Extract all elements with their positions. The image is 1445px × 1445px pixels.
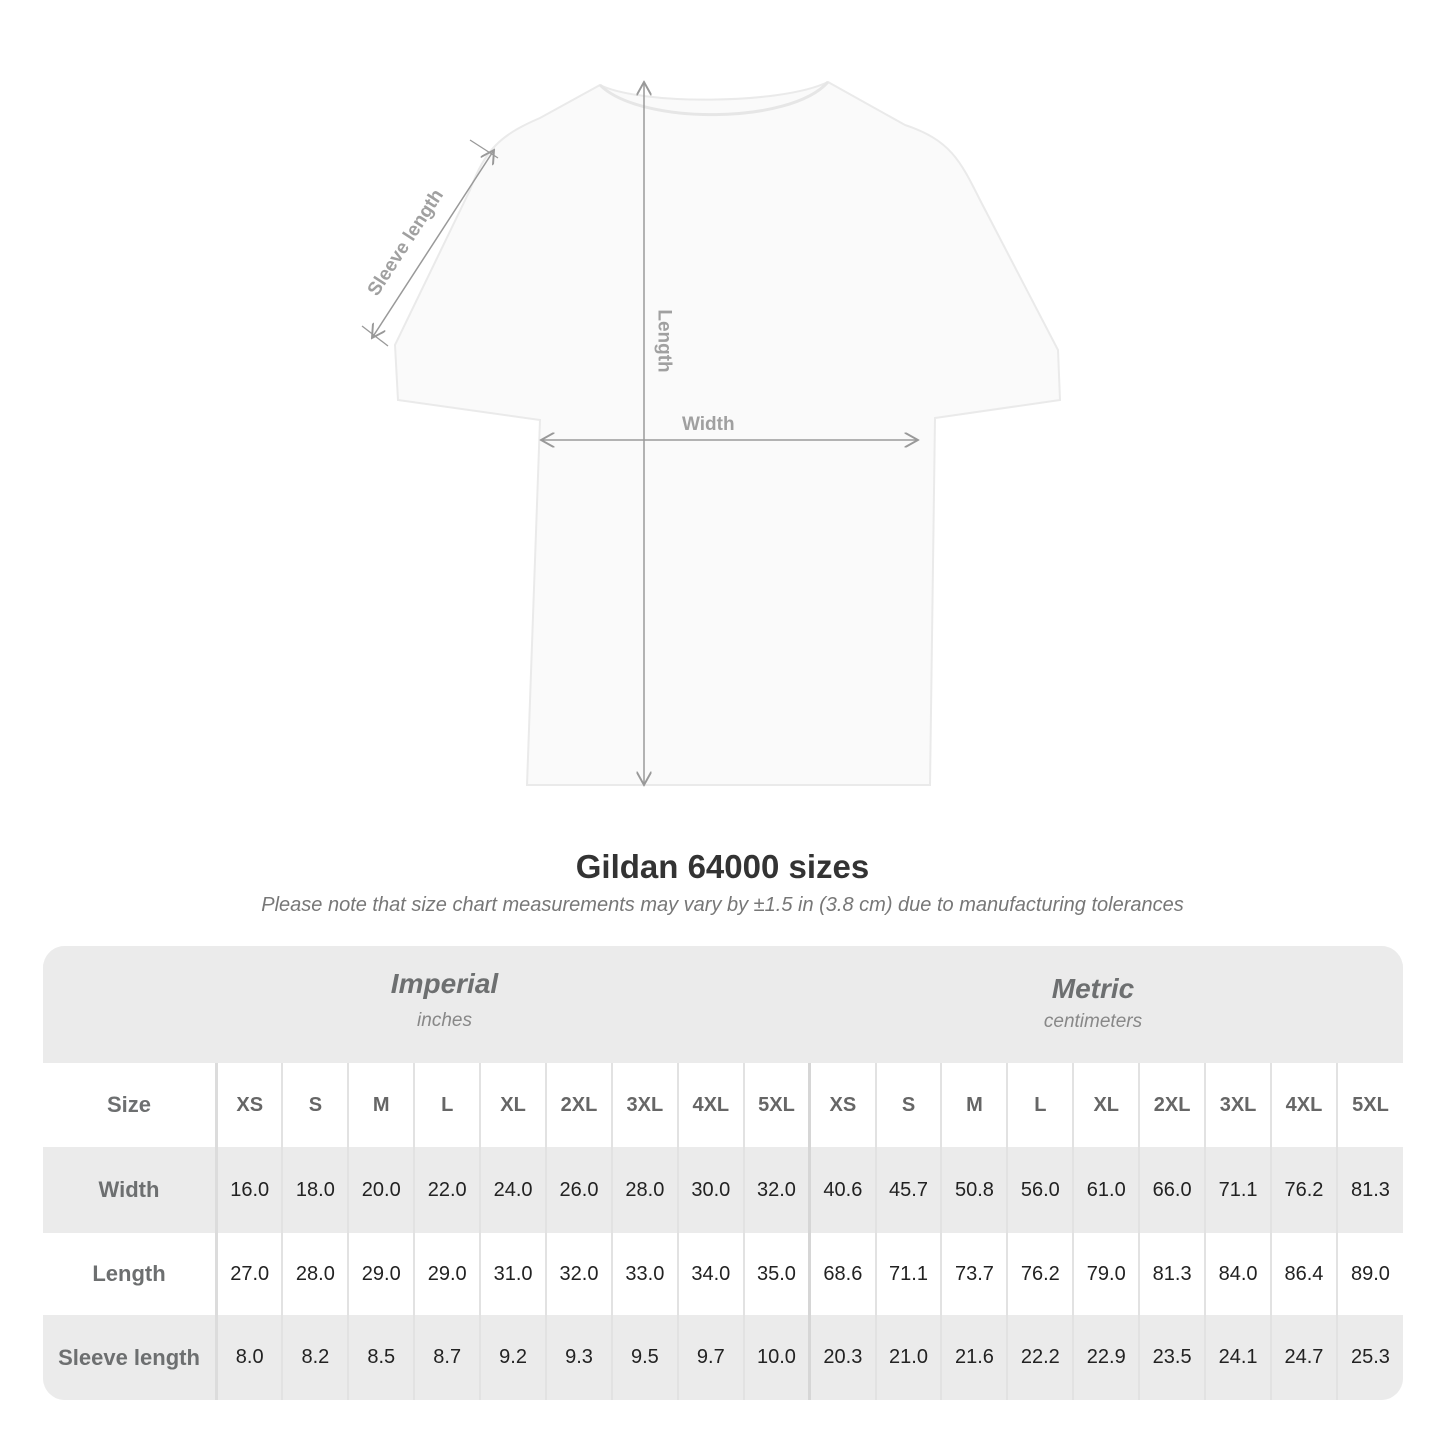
metric-cell: 84.0 bbox=[1204, 1233, 1271, 1315]
metric-cell: 23.5 bbox=[1138, 1315, 1206, 1400]
size-header-cell: S bbox=[281, 1063, 349, 1147]
imperial-cell: 31.0 bbox=[479, 1233, 547, 1315]
page-title: Gildan 64000 sizes bbox=[575, 848, 870, 885]
metric-cell: 40.6 bbox=[808, 1147, 876, 1233]
metric-cell: 61.0 bbox=[1072, 1147, 1140, 1233]
metric-cell: 56.0 bbox=[1006, 1147, 1074, 1233]
size-header-cell: M bbox=[347, 1063, 415, 1147]
imperial-title: Imperial bbox=[390, 968, 499, 999]
metric-cell: 50.8 bbox=[940, 1147, 1008, 1233]
size-header-cell: M bbox=[940, 1063, 1008, 1147]
metric-cell: 25.3 bbox=[1335, 1315, 1403, 1400]
size-header-cell: L bbox=[1006, 1063, 1074, 1147]
imperial-cell: 20.0 bbox=[347, 1147, 415, 1233]
metric-cell: 20.3 bbox=[808, 1315, 876, 1400]
metric-cell: 21.0 bbox=[874, 1315, 942, 1400]
imperial-cell: 10.0 bbox=[742, 1315, 810, 1400]
imperial-cell: 28.0 bbox=[281, 1233, 349, 1315]
metric-cell: 81.3 bbox=[1138, 1233, 1206, 1315]
metric-header: Metric centimeters bbox=[809, 973, 1377, 1033]
metric-cell: 66.0 bbox=[1138, 1147, 1206, 1233]
imperial-cell: 9.7 bbox=[676, 1315, 744, 1400]
imperial-cell: 32.0 bbox=[742, 1147, 810, 1233]
imperial-cell: 35.0 bbox=[742, 1233, 810, 1315]
imperial-cell: 34.0 bbox=[676, 1233, 744, 1315]
size-header-cell: XL bbox=[479, 1063, 547, 1147]
imperial-cell: 18.0 bbox=[281, 1147, 349, 1233]
size-header-cell: 3XL bbox=[610, 1063, 678, 1147]
imperial-cell: 27.0 bbox=[215, 1233, 283, 1315]
metric-cell: 22.2 bbox=[1006, 1315, 1074, 1400]
imperial-cell: 29.0 bbox=[413, 1233, 481, 1315]
size-header-cell: 5XL bbox=[1335, 1063, 1403, 1147]
metric-cell: 89.0 bbox=[1335, 1233, 1403, 1315]
row-label: Width bbox=[43, 1147, 218, 1233]
size-header-row: Size XS S M L XL 2XL 3XL 4XL 5XL XS S M L XL 2XL 3XL 4XL 5… bbox=[43, 1063, 1403, 1147]
metric-cell: 22.9 bbox=[1072, 1315, 1140, 1400]
imperial-cell: 8.7 bbox=[413, 1315, 481, 1400]
metric-cell: 71.1 bbox=[1204, 1147, 1271, 1233]
imperial-cell: 28.0 bbox=[610, 1147, 678, 1233]
metric-cell: 45.7 bbox=[874, 1147, 942, 1233]
imperial-cell: 22.0 bbox=[413, 1147, 481, 1233]
size-header-cell: L bbox=[413, 1063, 481, 1147]
size-header-cell: S bbox=[874, 1063, 942, 1147]
metric-cell: 68.6 bbox=[808, 1233, 876, 1315]
table-row: Width 16.0 18.0 20.0 22.0 24.0 26.0 28.0 30.0 32.… bbox=[43, 1147, 1403, 1233]
table-row: Length 27.0 28.0 29.0 29.0 31.0 32.0 33.0 34.0 35… bbox=[43, 1233, 1403, 1315]
imperial-cell: 9.5 bbox=[610, 1315, 678, 1400]
unit-header-band bbox=[43, 946, 1403, 1063]
size-header-cell: XL bbox=[1072, 1063, 1140, 1147]
imperial-cell: 8.0 bbox=[215, 1315, 283, 1400]
metric-unit: centimeters bbox=[1043, 1011, 1143, 1032]
imperial-unit: inches bbox=[417, 1010, 472, 1031]
metric-cell: 73.7 bbox=[940, 1233, 1008, 1315]
imperial-cell: 24.0 bbox=[479, 1147, 547, 1233]
imperial-cell: 8.5 bbox=[347, 1315, 415, 1400]
size-grid: Size XS S M L XL 2XL 3XL 4XL 5XL XS S M L XL 2XL 3XL 4XL 5… bbox=[43, 1063, 1403, 1400]
size-header-cell: 5XL bbox=[742, 1063, 810, 1147]
row-label: Sleeve length bbox=[43, 1315, 218, 1400]
tshirt-diagram bbox=[361, 0, 1062, 830]
metric-cell: 79.0 bbox=[1072, 1233, 1140, 1315]
imperial-cell: 16.0 bbox=[215, 1147, 283, 1233]
sleeve-measure-line bbox=[372, 150, 494, 338]
imperial-cell: 9.3 bbox=[545, 1315, 612, 1400]
size-header-cell: 3XL bbox=[1204, 1063, 1271, 1147]
imperial-cell: 9.2 bbox=[479, 1315, 547, 1400]
imperial-cell: 33.0 bbox=[610, 1233, 678, 1315]
imperial-cell: 32.0 bbox=[545, 1233, 612, 1315]
metric-title: Metric bbox=[1051, 973, 1135, 1004]
metric-cell: 81.3 bbox=[1335, 1147, 1403, 1233]
metric-cell: 86.4 bbox=[1270, 1233, 1337, 1315]
tshirt-collar bbox=[598, 81, 830, 117]
metric-cell: 21.6 bbox=[940, 1315, 1008, 1400]
metric-cell: 24.7 bbox=[1270, 1315, 1337, 1400]
size-header-cell: 2XL bbox=[545, 1063, 612, 1147]
size-header-cell: 4XL bbox=[676, 1063, 744, 1147]
tolerance-note: Please note that size chart measurements… bbox=[261, 894, 1184, 916]
size-header-cell: 2XL bbox=[1138, 1063, 1206, 1147]
metric-cell: 76.2 bbox=[1270, 1147, 1337, 1233]
table-row: Sleeve length 8.0 8.2 8.5 8.7 9.2 9.3 9.5 9.7 10.… bbox=[43, 1315, 1403, 1400]
imperial-cell: 30.0 bbox=[676, 1147, 744, 1233]
size-table: Imperial inches Metric centimeters Size X… bbox=[43, 946, 1403, 1400]
size-header-cell: XS bbox=[215, 1063, 283, 1147]
width-label: Width bbox=[682, 414, 735, 435]
metric-cell: 71.1 bbox=[874, 1233, 942, 1315]
length-label: Length bbox=[653, 309, 675, 373]
size-header-cell: XS bbox=[808, 1063, 876, 1147]
size-header-cell: 4XL bbox=[1270, 1063, 1337, 1147]
imperial-header: Imperial inches bbox=[217, 968, 672, 1032]
size-header-label: Size bbox=[43, 1063, 218, 1147]
imperial-cell: 8.2 bbox=[281, 1315, 349, 1400]
imperial-cell: 26.0 bbox=[545, 1147, 612, 1233]
row-label: Length bbox=[43, 1233, 218, 1315]
metric-cell: 24.1 bbox=[1204, 1315, 1271, 1400]
metric-cell: 76.2 bbox=[1006, 1233, 1074, 1315]
imperial-cell: 29.0 bbox=[347, 1233, 415, 1315]
